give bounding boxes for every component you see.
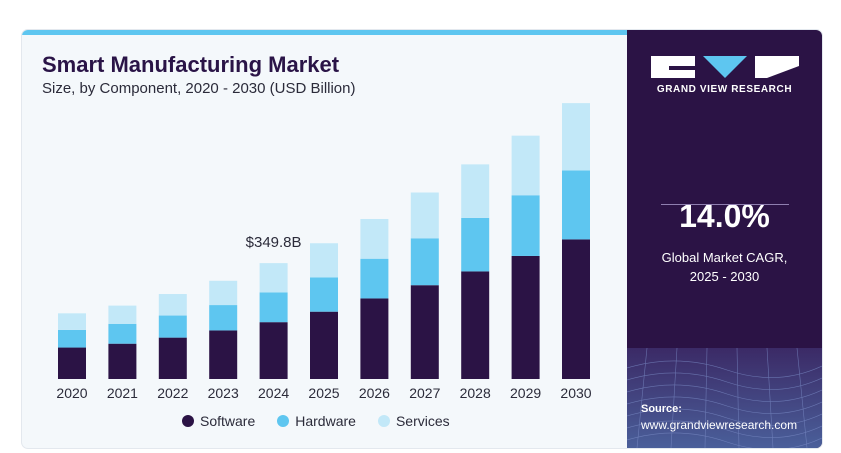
data-label-2024: $349.8B — [246, 234, 302, 251]
bar-software-2022 — [158, 337, 187, 379]
legend-item-software: Software — [182, 413, 255, 429]
bar-services-2030 — [562, 103, 590, 171]
chart-title: Smart Manufacturing Market — [42, 52, 340, 77]
bar-services-2023 — [209, 280, 238, 306]
bar-software-2021 — [108, 343, 137, 379]
bar-hardware-2022 — [158, 315, 187, 338]
bar-software-2024 — [259, 322, 288, 379]
bar-services-2022 — [158, 294, 187, 316]
x-tick-label-2030: 2030 — [560, 385, 591, 401]
bar-software-2029 — [511, 255, 540, 379]
legend-swatch-hardware — [277, 415, 290, 427]
cagr-label-line2: 2025 - 2030 — [689, 269, 760, 284]
bar-software-2020 — [58, 347, 86, 379]
x-tick-label-2029: 2029 — [510, 385, 541, 401]
bar-software-2026 — [360, 298, 389, 379]
x-tick-label-2023: 2023 — [208, 385, 239, 401]
side-panel: GRAND VIEW RESEARCH 14.0% Global Market … — [627, 30, 822, 448]
wave-decoration — [627, 348, 822, 448]
bar-services-2027 — [410, 192, 439, 239]
bar-software-2023 — [209, 330, 238, 379]
source-label: Source: — [641, 403, 682, 415]
bar-services-2021 — [108, 305, 137, 324]
brand-name: GRAND VIEW RESEARCH — [656, 84, 793, 95]
bar-hardware-2020 — [58, 329, 86, 348]
x-tick-label-2020: 2020 — [56, 385, 87, 401]
bar-hardware-2025 — [310, 277, 338, 312]
legend-label-hardware: Hardware — [295, 413, 356, 429]
bar-services-2024 — [259, 263, 288, 293]
legend-swatch-software — [182, 415, 194, 427]
x-tick-label-2028: 2028 — [460, 385, 491, 401]
bar-software-2027 — [410, 285, 439, 379]
legend: Software Hardware Services — [182, 413, 450, 429]
bar-services-2029 — [511, 135, 540, 196]
stacked-bar-chart: 2020 2021 2022 2023 2024 $349.8B 2025 2026 2027 2… — [56, 103, 592, 401]
x-tick-label-2026: 2026 — [359, 385, 390, 401]
x-tick-label-2027: 2027 — [409, 385, 440, 401]
bar-hardware-2023 — [209, 305, 238, 331]
bar-hardware-2021 — [108, 323, 137, 344]
legend-swatch-services — [377, 415, 390, 427]
bar-hardware-2026 — [360, 258, 389, 299]
bar-hardware-2024 — [259, 292, 288, 323]
infographic-card: Smart Manufacturing Market Size, by Comp… — [22, 30, 822, 448]
bar-software-2030 — [562, 239, 590, 379]
gvr-logo — [651, 56, 799, 78]
x-tick-label-2024: 2024 — [258, 385, 289, 401]
bar-hardware-2027 — [410, 238, 439, 286]
cagr-label: Global Market CAGR, 2025 - 2030 — [627, 248, 822, 286]
chart-subtitle: Size, by Component, 2020 - 2030 (USD Bil… — [42, 80, 356, 97]
divider — [661, 204, 789, 205]
legend-item-hardware: Hardware — [277, 413, 356, 429]
bar-hardware-2030 — [562, 170, 590, 240]
bar-services-2025 — [310, 243, 338, 278]
x-tick-label-2021: 2021 — [107, 385, 138, 401]
legend-label-software: Software — [200, 413, 256, 429]
x-tick-label-2022: 2022 — [157, 385, 188, 401]
source-url[interactable]: www.grandviewresearch.com — [641, 418, 798, 432]
bar-hardware-2029 — [511, 195, 540, 256]
legend-item-services: Services — [377, 413, 450, 429]
cagr-label-line1: Global Market CAGR, — [661, 250, 788, 265]
bar-services-2026 — [360, 218, 389, 259]
bar-software-2025 — [310, 311, 338, 379]
x-tick-label-2025: 2025 — [308, 385, 339, 401]
bar-services-2020 — [58, 313, 86, 330]
bar-services-2028 — [461, 164, 490, 218]
bar-software-2028 — [461, 271, 490, 379]
legend-label-services: Services — [395, 413, 450, 429]
accent-bar — [22, 30, 627, 35]
bar-hardware-2028 — [461, 217, 490, 272]
